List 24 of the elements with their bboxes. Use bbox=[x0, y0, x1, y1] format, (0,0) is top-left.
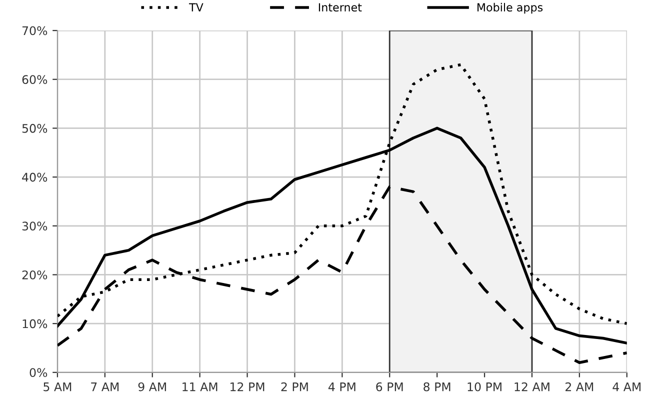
x-tick-label: 5 AM bbox=[44, 382, 72, 392]
x-tick-label: 9 AM bbox=[138, 382, 166, 392]
x-tick-label: 2 PM bbox=[281, 382, 308, 392]
y-tick-label: 0% bbox=[30, 368, 48, 378]
legend-label: TV bbox=[188, 3, 204, 12]
x-tick-label: 8 PM bbox=[424, 382, 450, 392]
y-tick-label: 70% bbox=[22, 26, 48, 36]
y-tick-label: 60% bbox=[22, 75, 48, 84]
x-tick-label: 12 AM bbox=[514, 382, 550, 392]
x-tick-label: 2 AM bbox=[566, 382, 594, 392]
x-tick-label: 10 PM bbox=[468, 382, 502, 392]
x-tick-label: 4 AM bbox=[612, 382, 640, 392]
y-tick-label: 10% bbox=[22, 319, 48, 328]
x-tick-label: 12 PM bbox=[230, 382, 264, 392]
legend-label: Mobile apps bbox=[478, 2, 543, 14]
y-tick-label: 30% bbox=[22, 222, 48, 231]
legend-label: Internet bbox=[318, 3, 362, 12]
x-tick-label: 11 AM bbox=[182, 382, 218, 392]
y-tick-label: 50% bbox=[22, 124, 48, 133]
x-tick-label: 6 PM bbox=[376, 382, 403, 392]
y-tick-label: 20% bbox=[22, 270, 48, 280]
x-tick-label: 4 PM bbox=[328, 382, 356, 392]
y-tick-label: 40% bbox=[22, 172, 48, 182]
x-tick-label: 7 AM bbox=[91, 382, 119, 392]
